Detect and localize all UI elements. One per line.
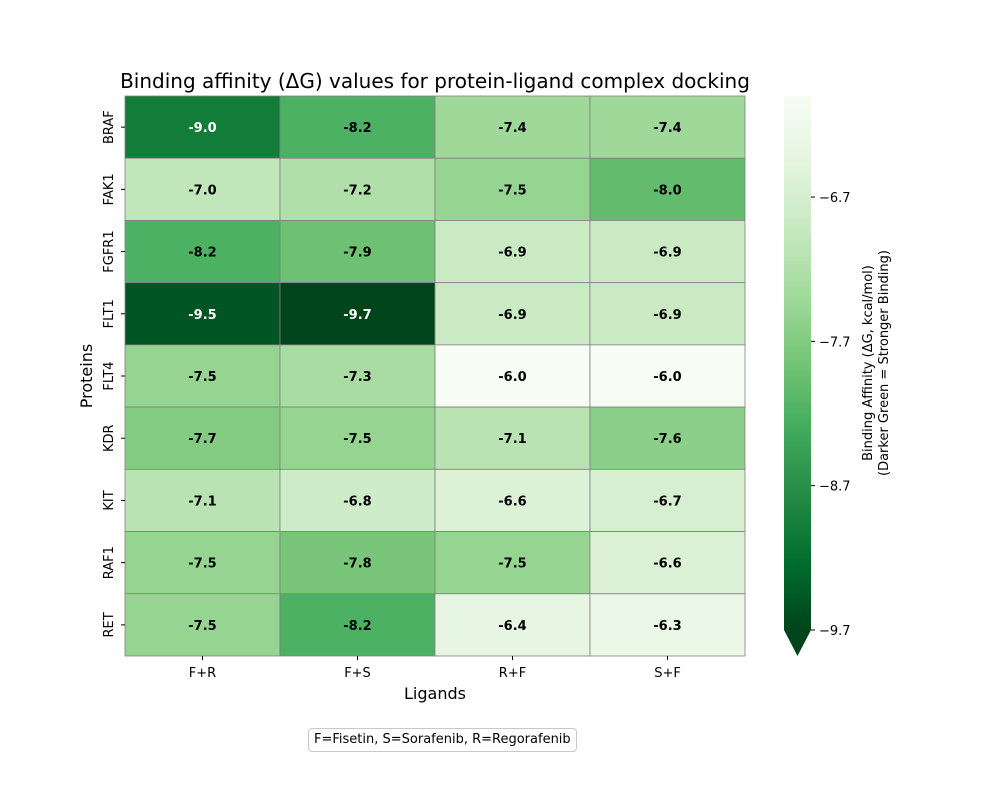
colorbar-label-line2: (Darker Green = Stronger Binding): [877, 250, 892, 476]
heatmap-cell-value: -8.2: [343, 619, 371, 634]
heatmap-cell: [279, 157, 436, 221]
heatmap-cell: [279, 220, 436, 284]
chart-title: Binding affinity (ΔG) values for protein…: [120, 69, 750, 93]
heatmap-cell: [589, 220, 746, 284]
colorbar-tick-label: −9.7: [819, 624, 851, 639]
heatmap-cells: [124, 95, 746, 657]
heatmap-cell-value: -7.5: [188, 619, 216, 634]
heatmap-cell: [124, 344, 281, 408]
heatmap-cell-value: -7.8: [343, 557, 371, 572]
y-tick-label: KIT: [102, 490, 117, 510]
y-tick-label: KDR: [102, 424, 117, 452]
colorbar-tick-label: −6.7: [819, 191, 851, 206]
heatmap-cell: [279, 95, 436, 159]
y-axis-ticks: BRAF FAK1 FGFR1 FLT1 FLT4 KDR KIT RAF1 RET: [102, 110, 125, 637]
heatmap-cell: [279, 344, 436, 408]
y-tick-label: FLT4: [102, 361, 117, 390]
y-tick-label: RAF1: [102, 546, 117, 579]
heatmap-cell: [434, 468, 591, 532]
heatmap-cell-value: -7.5: [188, 370, 216, 385]
heatmap-cell-value: -6.9: [653, 308, 681, 323]
x-axis-ticks: F+R F+S R+F S+F: [189, 656, 681, 681]
heatmap-cell-value: -6.0: [653, 370, 681, 385]
heatmap-cell-value: -7.5: [498, 557, 526, 572]
heatmap-cell-value: -8.2: [343, 121, 371, 136]
heatmap-cell: [279, 406, 436, 470]
heatmap-cell: [434, 406, 591, 470]
heatmap-cell-value: -6.8: [343, 494, 371, 509]
heatmap-cell-value: -7.9: [343, 246, 371, 261]
heatmap-cell: [434, 95, 591, 159]
heatmap-cell-value: -6.7: [653, 494, 681, 509]
colorbar-extend-min: [784, 630, 811, 656]
heatmap-cell-value: -6.6: [653, 557, 681, 572]
heatmap-cell-value: -8.2: [188, 246, 216, 261]
heatmap-cell: [589, 468, 746, 532]
heatmap-cell-value: -6.0: [498, 370, 526, 385]
heatmap-cell: [589, 344, 746, 408]
heatmap-cell-value: -7.5: [343, 432, 371, 447]
heatmap-cell: [589, 95, 746, 159]
heatmap-cell: [434, 531, 591, 595]
heatmap-cell: [279, 282, 436, 346]
x-tick-label: F+S: [344, 666, 371, 681]
colorbar: −6.7 −7.7 −8.7 −9.7 Binding Affinity (ΔG, kc…: [784, 96, 892, 656]
colorbar-label-line1: Binding Affinity (ΔG, kcal/mol): [861, 265, 876, 461]
heatmap-cell-value: -7.5: [498, 183, 526, 198]
heatmap-cell-value: -6.9: [653, 246, 681, 261]
x-tick-label: S+F: [654, 666, 681, 681]
heatmap-cell-labels: -9.0 -8.2 -7.4 -7.4 -7.0 -7.2 -7.5 -8.0 -8.2 -7.9…: [188, 121, 681, 634]
heatmap-cell-value: -9.7: [343, 308, 371, 323]
heatmap-cell-value: -7.0: [188, 183, 216, 198]
heatmap-cell-value: -7.7: [188, 432, 216, 447]
heatmap-cell: [434, 282, 591, 346]
x-axis-label: Ligands: [404, 684, 466, 703]
heatmap-cell-value: -8.0: [653, 183, 681, 198]
heatmap-cell: [589, 282, 746, 346]
ligand-legend-note: F=Fisetin, S=Sorafenib, R=Regorafenib: [308, 728, 577, 752]
y-tick-label: FGFR1: [102, 230, 117, 272]
y-tick-label: FAK1: [102, 173, 117, 205]
heatmap-cell: [589, 157, 746, 221]
y-axis-label: Proteins: [77, 344, 96, 408]
heatmap-cell-value: -6.6: [498, 494, 526, 509]
heatmap-cell-value: -7.6: [653, 432, 681, 447]
heatmap-cell-value: -6.9: [498, 308, 526, 323]
heatmap-cell: [434, 593, 591, 657]
heatmap-cell-value: -7.2: [343, 183, 371, 198]
heatmap-cell-value: -6.3: [653, 619, 681, 634]
heatmap-cell: [124, 468, 281, 532]
heatmap-cell-value: -7.3: [343, 370, 371, 385]
y-tick-label: BRAF: [102, 110, 117, 144]
heatmap-cell: [589, 593, 746, 657]
heatmap-cell: [589, 406, 746, 470]
heatmap-cell-value: -7.4: [653, 121, 681, 136]
heatmap-cell-value: -7.1: [188, 494, 216, 509]
colorbar-tick-label: −7.7: [819, 335, 851, 350]
heatmap-cell-value: -7.5: [188, 557, 216, 572]
y-tick-label: FLT1: [102, 299, 117, 328]
x-tick-label: R+F: [499, 666, 526, 681]
heatmap-cell-value: -6.4: [498, 619, 526, 634]
heatmap-cell: [124, 95, 281, 159]
heatmap-cell: [124, 531, 281, 595]
heatmap-cell-value: -6.9: [498, 246, 526, 261]
heatmap-cell-value: -7.4: [498, 121, 526, 136]
colorbar-gradient: [784, 96, 811, 630]
heatmap-cell: [124, 406, 281, 470]
heatmap-cell-value: -9.5: [188, 308, 216, 323]
heatmap-cell-value: -9.0: [188, 121, 216, 136]
y-tick-label: RET: [102, 612, 117, 637]
x-tick-label: F+R: [189, 666, 216, 681]
heatmap-cell: [124, 157, 281, 221]
heatmap-cell: [434, 344, 591, 408]
heatmap-cell: [124, 282, 281, 346]
heatmap-cell-value: -7.1: [498, 432, 526, 447]
colorbar-tick-label: −8.7: [819, 480, 851, 495]
